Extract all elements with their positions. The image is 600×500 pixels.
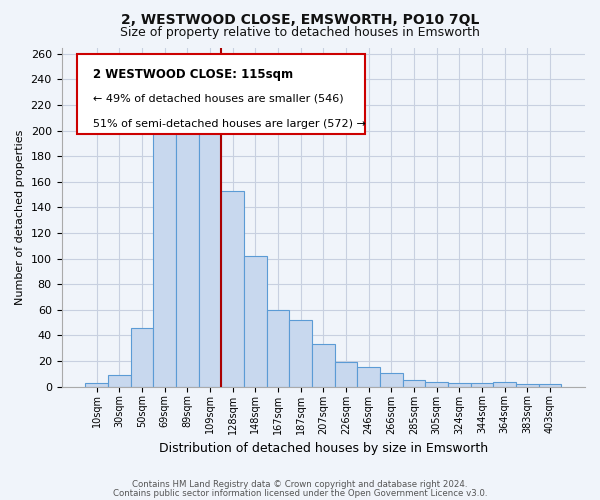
Bar bbox=[335, 362, 357, 386]
Text: Contains HM Land Registry data © Crown copyright and database right 2024.: Contains HM Land Registry data © Crown c… bbox=[132, 480, 468, 489]
Bar bbox=[516, 384, 539, 386]
Bar bbox=[470, 383, 493, 386]
Text: ← 49% of detached houses are smaller (546): ← 49% of detached houses are smaller (54… bbox=[93, 94, 344, 104]
Text: 2 WESTWOOD CLOSE: 115sqm: 2 WESTWOOD CLOSE: 115sqm bbox=[93, 68, 293, 81]
Bar bbox=[244, 256, 266, 386]
Bar bbox=[312, 344, 335, 387]
Bar bbox=[85, 383, 108, 386]
Bar bbox=[493, 382, 516, 386]
Bar bbox=[108, 375, 131, 386]
X-axis label: Distribution of detached houses by size in Emsworth: Distribution of detached houses by size … bbox=[159, 442, 488, 455]
Bar bbox=[131, 328, 154, 386]
Bar bbox=[221, 191, 244, 386]
Text: 51% of semi-detached houses are larger (572) →: 51% of semi-detached houses are larger (… bbox=[93, 118, 366, 128]
Bar bbox=[448, 383, 470, 386]
Bar bbox=[425, 382, 448, 386]
Bar bbox=[266, 310, 289, 386]
Bar bbox=[176, 133, 199, 386]
Bar bbox=[539, 384, 561, 386]
Bar bbox=[154, 127, 176, 386]
Y-axis label: Number of detached properties: Number of detached properties bbox=[15, 130, 25, 305]
Text: Contains public sector information licensed under the Open Government Licence v3: Contains public sector information licen… bbox=[113, 489, 487, 498]
Bar bbox=[403, 380, 425, 386]
Bar bbox=[380, 372, 403, 386]
Text: 2, WESTWOOD CLOSE, EMSWORTH, PO10 7QL: 2, WESTWOOD CLOSE, EMSWORTH, PO10 7QL bbox=[121, 12, 479, 26]
Bar bbox=[289, 320, 312, 386]
Bar bbox=[199, 124, 221, 386]
Bar bbox=[357, 368, 380, 386]
Text: Size of property relative to detached houses in Emsworth: Size of property relative to detached ho… bbox=[120, 26, 480, 39]
FancyBboxPatch shape bbox=[77, 54, 365, 134]
